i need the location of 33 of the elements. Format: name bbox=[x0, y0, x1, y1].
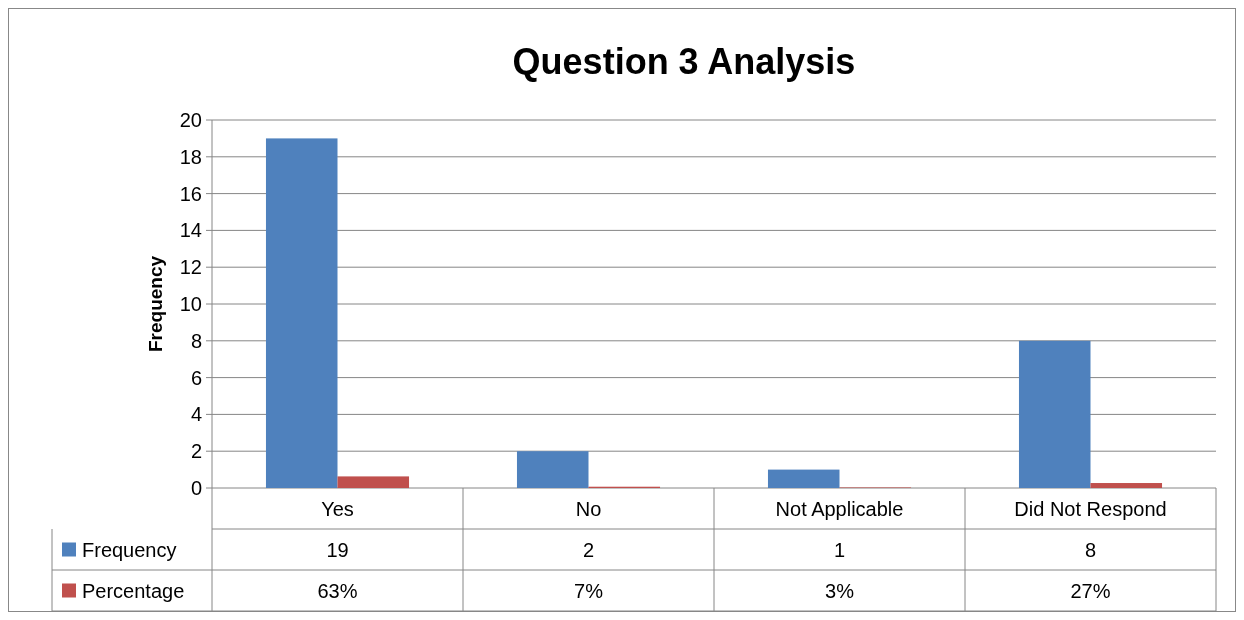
bar bbox=[265, 138, 338, 488]
data-label: 1 bbox=[833, 538, 846, 561]
bar bbox=[1018, 340, 1091, 488]
bar bbox=[337, 476, 410, 488]
data-label: 63% bbox=[317, 579, 358, 602]
y-tick-label: 2 bbox=[190, 440, 202, 463]
chart-title: Question 3 Analysis bbox=[512, 41, 856, 82]
y-tick-label: 14 bbox=[179, 219, 202, 242]
y-tick-label: 6 bbox=[190, 366, 202, 389]
x-tick-label: No bbox=[575, 497, 602, 520]
x-tick-label: Yes bbox=[321, 497, 354, 520]
y-tick-label: 12 bbox=[179, 256, 202, 279]
y-axis-title: Frequency bbox=[145, 255, 166, 353]
bar bbox=[767, 469, 840, 488]
data-label: 3% bbox=[825, 579, 855, 602]
y-tick-label: 0 bbox=[190, 477, 202, 499]
data-label: 7% bbox=[574, 579, 604, 602]
x-tick-label: Did Not Respond bbox=[1014, 497, 1167, 520]
y-tick-label: 20 bbox=[179, 109, 202, 131]
y-tick-label: 16 bbox=[179, 182, 202, 205]
y-tick-label: 18 bbox=[179, 145, 202, 168]
legend-label: Frequency bbox=[82, 538, 177, 561]
data-label: 19 bbox=[326, 538, 349, 561]
y-tick-label: 10 bbox=[179, 293, 202, 315]
x-tick-label: Not Applicable bbox=[775, 497, 904, 520]
legend-label: Percentage bbox=[82, 579, 185, 602]
bar bbox=[516, 451, 589, 488]
data-label: 2 bbox=[582, 538, 595, 561]
data-label: 8 bbox=[1084, 538, 1097, 561]
data-label: 27% bbox=[1070, 579, 1111, 602]
y-tick-label: 4 bbox=[190, 403, 202, 426]
bar bbox=[1090, 483, 1163, 488]
y-tick-label: 8 bbox=[190, 329, 202, 352]
